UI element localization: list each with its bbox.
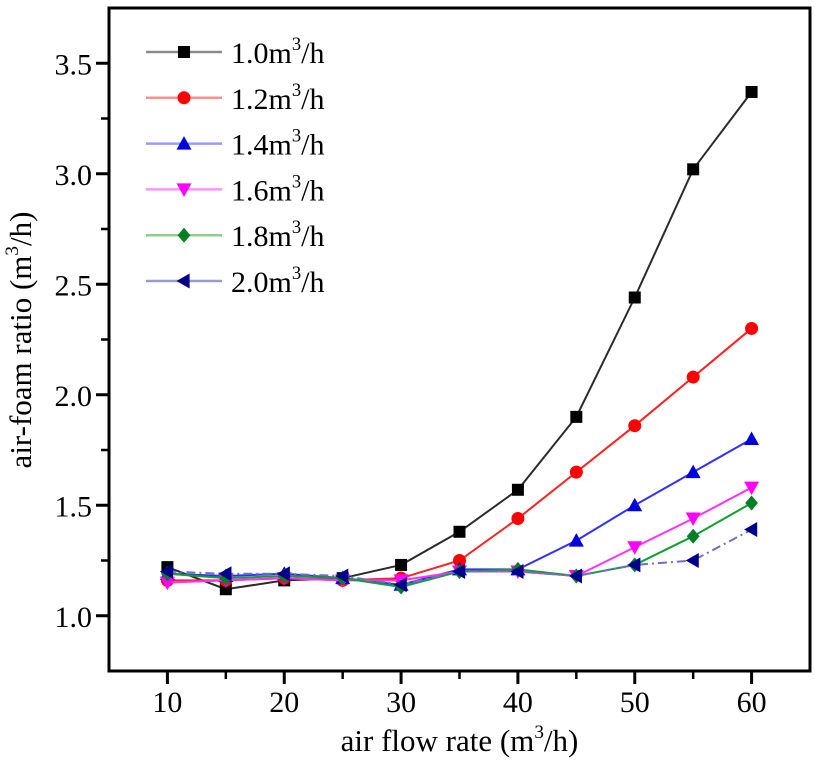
- data-point-marker: [628, 419, 642, 433]
- data-point-marker: [687, 163, 700, 176]
- y-tick-label: 3.0: [55, 159, 93, 192]
- data-point-marker: [453, 554, 466, 567]
- x-tick-label: 40: [503, 686, 533, 719]
- data-point-marker: [744, 431, 760, 445]
- data-point-marker: [568, 533, 584, 547]
- y-tick-label: 1.0: [55, 601, 93, 634]
- data-point-marker: [686, 370, 700, 384]
- series-2-0m: [159, 522, 758, 593]
- y-axis-title: air-foam ratio (m3/h): [2, 212, 38, 469]
- legend-label: 1.0m3/h: [231, 34, 324, 70]
- data-point-marker: [393, 577, 407, 593]
- data-point-marker: [335, 568, 349, 584]
- series-line: [167, 528, 753, 586]
- legend-marker: [177, 91, 191, 105]
- legend-marker: [177, 227, 191, 243]
- legend-item: 1.6m3/h: [146, 171, 324, 207]
- legend-label: 1.4m3/h: [231, 126, 324, 162]
- legend-marker: [176, 136, 192, 150]
- legend-item: 2.0m3/h: [146, 263, 324, 299]
- legend-marker: [176, 273, 190, 289]
- data-point-marker: [744, 522, 758, 538]
- data-point-marker: [627, 497, 643, 512]
- x-tick-label: 20: [269, 686, 299, 719]
- data-point-marker: [627, 557, 641, 573]
- y-tick-label: 3.5: [55, 48, 93, 81]
- y-tick-label: 2.0: [55, 380, 93, 413]
- legend-label: 1.6m3/h: [231, 171, 324, 207]
- legend-label: 1.8m3/h: [231, 217, 324, 253]
- x-axis-title: air flow rate (m3/h): [341, 722, 579, 758]
- data-point-marker: [511, 483, 524, 496]
- x-tick-label: 50: [620, 686, 650, 719]
- data-point-marker: [627, 541, 643, 555]
- data-point-marker: [395, 558, 408, 571]
- data-point-marker: [744, 481, 760, 496]
- data-point-marker: [453, 525, 466, 538]
- y-tick-label: 1.5: [55, 490, 93, 523]
- data-point-marker: [686, 528, 700, 544]
- data-point-marker: [569, 465, 583, 479]
- legend-marker: [176, 183, 192, 197]
- legend: 1.0m3/h 1.2m3/h 1.4m3/h 1.6m3/h 1.8m3/h 2.0m3…: [146, 34, 324, 299]
- data-point-marker: [510, 564, 524, 580]
- data-point-marker: [570, 410, 583, 423]
- data-point-marker: [511, 512, 525, 526]
- legend-item: 1.8m3/h: [146, 217, 324, 253]
- y-tick-label: 2.5: [55, 269, 93, 302]
- data-point-marker: [568, 568, 582, 584]
- data-point-marker: [452, 564, 466, 580]
- legend-label: 2.0m3/h: [231, 263, 324, 299]
- legend-marker: [178, 46, 190, 58]
- x-tick-label: 60: [737, 686, 767, 719]
- data-point-marker: [276, 566, 290, 582]
- data-point-marker: [685, 553, 699, 568]
- legend-item: 1.4m3/h: [146, 126, 324, 162]
- x-tick-label: 30: [386, 686, 416, 719]
- legend-item: 1.0m3/h: [146, 34, 324, 70]
- data-point-marker: [685, 464, 701, 479]
- data-point-marker: [218, 566, 232, 582]
- data-point-marker: [159, 576, 175, 591]
- data-point-marker: [219, 583, 232, 596]
- data-point-marker: [745, 85, 758, 98]
- data-point-marker: [628, 291, 641, 304]
- legend-label: 1.2m3/h: [231, 80, 324, 116]
- data-point-marker: [685, 512, 701, 527]
- legend-item: 1.2m3/h: [146, 80, 324, 116]
- data-point-marker: [159, 564, 174, 580]
- data-point-marker: [745, 495, 758, 511]
- data-point-marker: [745, 321, 759, 335]
- x-tick-label: 10: [152, 686, 182, 719]
